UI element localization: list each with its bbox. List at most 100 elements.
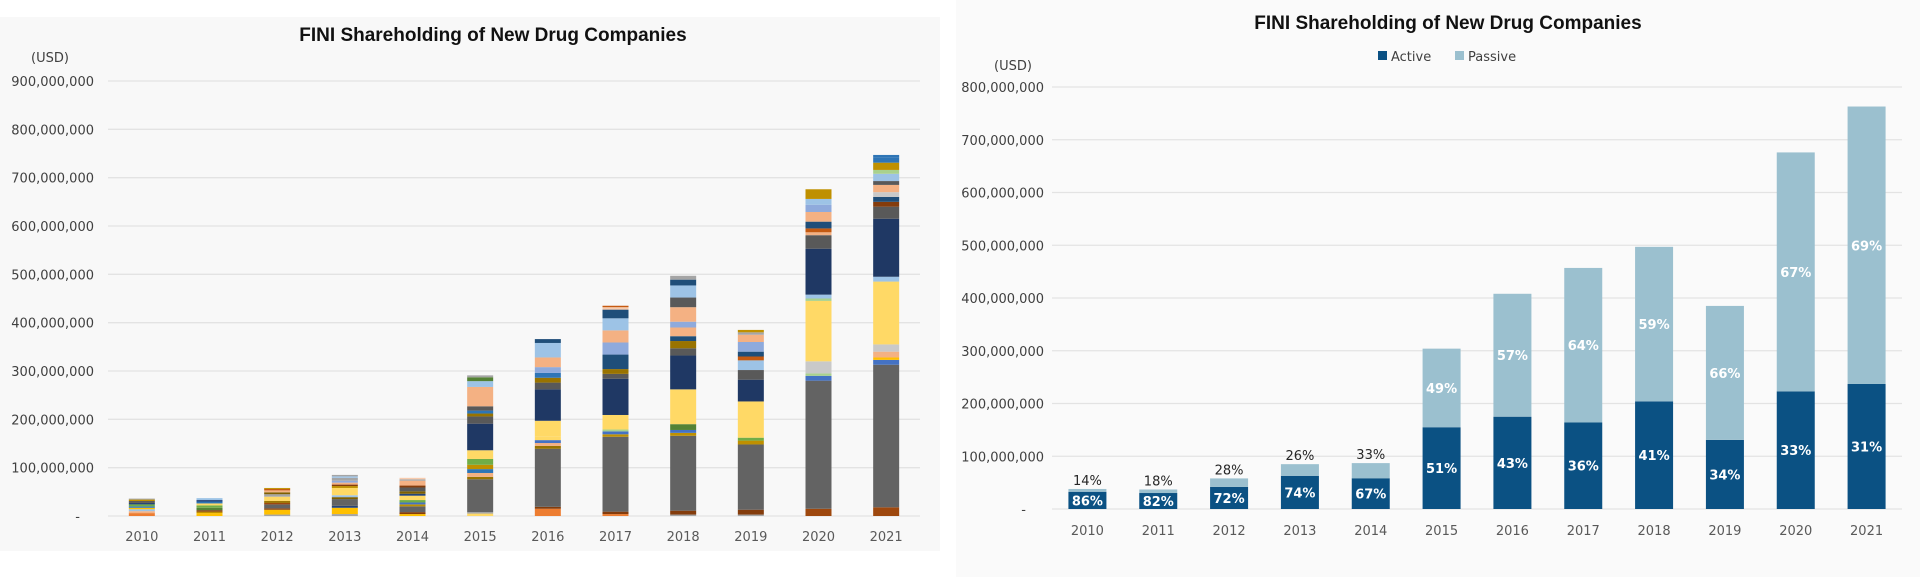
left-bar-segment [534,443,561,446]
left-bar-segment [873,218,900,277]
left-bar-segment [602,431,629,435]
right-x-tick-label: 2019 [1708,524,1741,539]
left-bar-segment [331,495,358,498]
left-bar-segment [399,502,426,505]
left-bar-segment [196,501,223,504]
right-legend: Active Passive [1378,50,1516,65]
active-data-label: 43% [1497,457,1528,472]
left-bar-segment [264,494,291,497]
right-x-tick-label: 2021 [1850,524,1883,539]
left-bar-segment [602,514,629,516]
left-bar-segment [805,373,832,376]
left-bar-segment [467,458,494,465]
left-bar-segment [331,476,358,478]
left-bar-stack-2021 [873,154,900,516]
left-bar-segment [805,361,832,374]
right-y-tick-label: 300,000,000 [961,345,1044,360]
left-bar-segment [264,508,291,510]
left-bar-segment [805,204,832,212]
left-bar-segment [670,327,697,337]
passive-data-label: 33% [1356,448,1385,463]
passive-data-label: 69% [1851,239,1882,254]
left-bar-segment [670,279,697,286]
passive-data-label: 28% [1215,463,1244,478]
left-bar-segment [534,420,561,437]
left-bar-segment [873,351,900,358]
left-bar-segment [128,507,155,510]
left-x-tick-label: 2011 [193,530,226,545]
left-bar-segment [737,514,764,516]
left-bar-segment [873,154,900,158]
right-y-tick-label: 400,000,000 [961,292,1044,307]
left-bar-segment [602,434,629,437]
left-bar-segment [534,445,561,449]
left-bar-segment [737,329,764,333]
legend-swatch-active [1378,51,1387,60]
left-x-tick-label: 2020 [802,530,835,545]
passive-data-label: 49% [1426,382,1457,397]
left-bar-segment [331,482,358,485]
legend-label-passive: Passive [1468,50,1516,65]
left-bar-segment [399,485,426,488]
left-bar-segment [805,221,832,229]
passive-data-label: 57% [1497,349,1528,364]
passive-bar-2015 [1422,348,1461,428]
left-x-tick-label: 2013 [328,530,361,545]
left-bar-segment [873,276,900,282]
passive-bar-2017 [1564,267,1603,423]
right-x-tick-label: 2011 [1142,524,1175,539]
left-bar-segment [602,307,629,310]
left-bar-segment [602,436,629,512]
passive-bar-2012 [1210,478,1249,487]
left-bar-segment [467,375,494,378]
left-bar-stack-2012 [264,487,291,516]
left-bar-segment [467,513,494,516]
left-bar-segment [399,491,426,494]
left-bar-segment [737,379,764,402]
left-x-tick-label: 2021 [870,530,903,545]
left-bar-segment [128,509,155,512]
left-bar-segment [264,488,291,491]
left-bar-segment [467,464,494,470]
left-y-tick-label: - [75,510,80,525]
left-y-tick-label: 400,000,000 [11,317,94,332]
left-y-tick-label: 300,000,000 [11,365,94,380]
left-bar-segment [737,444,764,510]
active-bar-2016 [1493,416,1532,509]
passive-bar-2010 [1068,488,1107,492]
left-bar-segment [873,364,900,508]
left-bar-segment [128,501,155,503]
left-bar-segment [602,305,629,308]
left-bar-segment [331,480,358,483]
left-y-tick-label: 600,000,000 [11,220,94,235]
right-x-tick-label: 2017 [1567,524,1600,539]
left-bar-segment [670,424,697,430]
left-bar-segment [128,498,155,500]
active-bar-2017 [1564,422,1603,509]
active-data-label: 36% [1568,460,1599,475]
left-bar-segment [602,318,629,331]
left-bar-segment [873,157,900,163]
right-x-tick-label: 2012 [1213,524,1246,539]
active-data-label: 33% [1780,444,1811,459]
left-bar-segment [331,514,358,516]
left-bar-segment [737,509,764,515]
right-chart: FINI Shareholding of New Drug Companies … [961,13,1902,539]
left-bar-segment [128,502,155,505]
left-bar-segment [602,373,629,379]
left-bar-stack-2018 [670,275,697,516]
left-bar-segment [670,341,697,349]
left-bar-segment [805,235,832,249]
left-bar-segment [196,510,223,512]
left-bar-segment [399,480,426,486]
active-bar-2018 [1635,401,1674,509]
left-bar-segment [534,389,561,421]
left-bar-segment [196,505,223,508]
left-bar-segment [534,382,561,390]
left-bar-segment [873,181,900,185]
left-bar-segment [331,505,358,508]
left-bar-segment [331,486,358,488]
left-y-unit-label: (USD) [31,51,69,66]
left-bar-segment [128,511,155,514]
left-bar-segment [873,206,900,219]
